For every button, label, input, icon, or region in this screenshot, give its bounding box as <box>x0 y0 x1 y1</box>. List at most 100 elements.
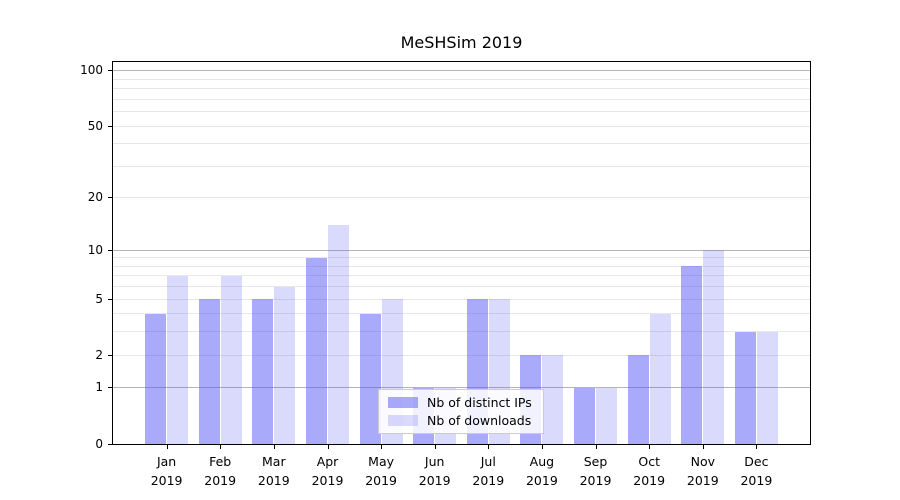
x-tick-year: 2019 <box>740 473 773 488</box>
x-tick-label-jul: Jul 2019 <box>456 452 520 490</box>
y-tick-mark <box>108 249 113 251</box>
x-tick-mark <box>327 445 329 449</box>
x-tick-month: Sep <box>583 454 608 469</box>
x-tick-year: 2019 <box>257 473 290 488</box>
gridline-minor <box>113 331 810 333</box>
x-tick-label-jan: Jan 2019 <box>135 452 199 490</box>
legend-item-distinct-ips: Nb of distinct IPs <box>388 395 543 410</box>
x-tick-mark <box>220 445 222 449</box>
gridline-minor <box>113 165 810 167</box>
x-tick-label-apr: Apr 2019 <box>296 452 360 490</box>
bar-nov-distinct-ips <box>681 266 703 444</box>
y-tick-label: 0 <box>95 436 103 451</box>
y-tick-mark <box>108 354 113 356</box>
x-tick-label-may: May 2019 <box>349 452 413 490</box>
legend-swatch-distinct-ips <box>388 397 418 408</box>
y-tick-label: 5 <box>95 291 103 306</box>
legend-label-distinct-ips: Nb of distinct IPs <box>427 395 532 410</box>
bar-sep-distinct-ips <box>574 387 595 444</box>
x-tick-label-aug: Aug 2019 <box>510 452 574 490</box>
bar-jan-downloads <box>167 275 189 444</box>
bar-jan-distinct-ips <box>145 313 167 444</box>
x-tick-month: Jul <box>480 454 496 469</box>
legend-label-downloads: Nb of downloads <box>427 413 532 428</box>
gridline-minor <box>113 298 810 300</box>
gridline-minor <box>113 286 810 288</box>
bar-sep-downloads <box>596 387 617 444</box>
gridline-major <box>113 70 810 72</box>
bar-mar-downloads <box>274 286 296 444</box>
x-tick-month: Oct <box>638 454 660 469</box>
bar-aug-downloads <box>542 355 564 444</box>
gridline-major <box>113 387 810 389</box>
x-tick-month: Mar <box>262 454 286 469</box>
y-tick-mark <box>108 125 113 127</box>
gridline-minor <box>113 88 810 89</box>
x-tick-mark <box>702 445 704 449</box>
x-tick-label-sep: Sep 2019 <box>564 452 628 490</box>
x-tick-mark <box>381 445 383 449</box>
bar-nov-downloads <box>703 250 725 444</box>
y-tick-mark <box>108 387 113 389</box>
y-tick-label: 10 <box>87 242 103 257</box>
x-tick-month: Aug <box>529 454 555 469</box>
gridline-minor <box>113 197 810 199</box>
bar-oct-downloads <box>649 313 671 444</box>
x-tick-year: 2019 <box>150 473 183 488</box>
x-tick-year: 2019 <box>525 473 558 488</box>
gridline-minor <box>113 275 810 277</box>
bar-may-distinct-ips <box>359 313 381 444</box>
x-tick-mark <box>541 445 543 449</box>
y-tick-label: 2 <box>95 347 103 362</box>
gridline-minor <box>113 265 810 267</box>
x-tick-month: Jan <box>156 454 177 469</box>
x-tick-month: May <box>368 454 395 469</box>
bar-mar-distinct-ips <box>252 299 274 444</box>
legend-item-downloads: Nb of downloads <box>388 413 543 428</box>
y-tick-label: 100 <box>80 63 103 78</box>
x-tick-label-jun: Jun 2019 <box>403 452 467 490</box>
gridline-minor <box>113 78 810 80</box>
gridline-minor <box>113 98 810 100</box>
x-tick-mark <box>273 445 275 449</box>
x-tick-mark <box>488 445 490 449</box>
x-tick-label-oct: Oct 2019 <box>617 452 681 490</box>
x-tick-label-nov: Nov 2019 <box>671 452 735 490</box>
y-tick-mark <box>108 298 113 300</box>
gridline-minor <box>113 125 810 127</box>
gridline-minor <box>113 313 810 315</box>
x-tick-year: 2019 <box>633 473 666 488</box>
gridline-minor <box>113 143 810 145</box>
gridline-minor <box>113 257 810 259</box>
x-tick-month: Dec <box>744 454 769 469</box>
chart-title: MeSHSim 2019 <box>400 33 523 52</box>
x-tick-year: 2019 <box>686 473 719 488</box>
x-tick-month: Jun <box>424 454 445 469</box>
x-tick-month: Apr <box>316 454 339 469</box>
bar-apr-distinct-ips <box>306 257 327 444</box>
x-tick-year: 2019 <box>365 473 397 488</box>
x-tick-year: 2019 <box>204 473 237 488</box>
gridline-major <box>113 249 810 251</box>
y-tick-mark <box>108 443 113 445</box>
x-tick-year: 2019 <box>472 473 505 488</box>
x-tick-year: 2019 <box>311 473 344 488</box>
x-tick-mark <box>649 445 651 449</box>
bar-oct-distinct-ips <box>627 355 649 444</box>
x-tick-year: 2019 <box>579 473 612 488</box>
gridline-minor <box>113 111 810 112</box>
legend-swatch-downloads <box>388 415 418 426</box>
legend: Nb of distinct IPs Nb of downloads <box>378 389 544 434</box>
y-tick-mark <box>108 197 113 199</box>
y-tick-label: 1 <box>95 380 103 395</box>
x-tick-label-mar: Mar 2019 <box>242 452 306 490</box>
y-tick-mark <box>108 70 113 72</box>
x-tick-month: Feb <box>209 454 232 469</box>
x-tick-label-feb: Feb 2019 <box>188 452 252 490</box>
x-tick-mark <box>756 445 758 449</box>
bar-feb-distinct-ips <box>198 299 220 444</box>
x-tick-mark <box>595 445 597 449</box>
gridline-minor <box>113 354 810 356</box>
x-tick-month: Nov <box>690 454 715 469</box>
